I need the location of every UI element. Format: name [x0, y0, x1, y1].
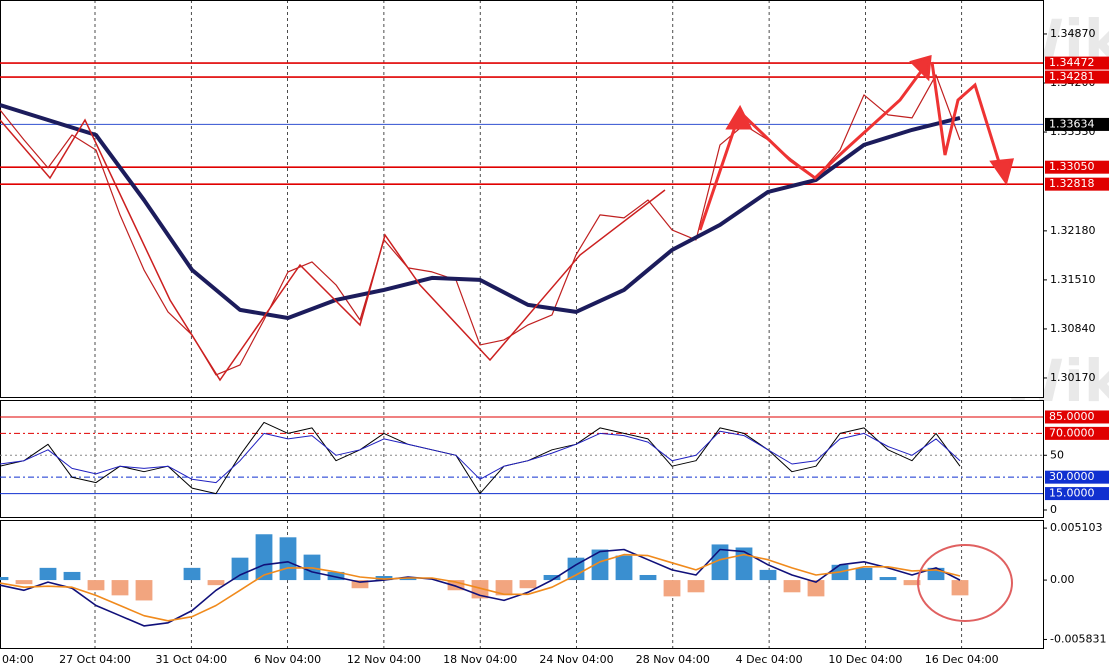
x-tick-label: 24 Nov 04:00 [539, 653, 613, 666]
y-tick-label: 50 [1050, 448, 1064, 461]
highlight-circle [917, 544, 1013, 622]
y-tick-label: 0 [1050, 503, 1057, 516]
panel: 1.348701.342001.335301.321801.315101.308… [0, 0, 1109, 398]
level-label: 70.0000 [1049, 426, 1095, 439]
histogram-bar [759, 569, 777, 581]
x-tick-label: 27 Oct 04:00 [59, 653, 131, 666]
plot-area [0, 0, 1044, 398]
histogram-bar [327, 571, 345, 581]
x-tick-label: 04:00 [2, 653, 34, 666]
level-label: 15.0000 [1049, 487, 1095, 500]
histogram-bar [39, 567, 57, 581]
histogram-bar [951, 580, 969, 596]
level-label-box [1045, 177, 1109, 191]
level-label: 30.0000 [1049, 470, 1095, 483]
level-label-box [1045, 70, 1109, 84]
histogram-bar [663, 580, 681, 597]
y-tick-label: 0.005103 [1050, 521, 1103, 534]
y-tick-label: 1.32180 [1050, 224, 1096, 237]
histogram-bar [351, 580, 369, 589]
histogram-bar [543, 574, 561, 581]
level-label-box [1045, 117, 1109, 131]
histogram-bar [447, 580, 465, 591]
histogram-bar [183, 567, 201, 581]
histogram-bar [231, 557, 249, 581]
histogram-bar [399, 578, 417, 581]
level-label-box [1045, 470, 1109, 484]
level-label-box [1045, 56, 1109, 70]
plot-area [0, 400, 1044, 518]
histogram-bar [63, 571, 81, 581]
histogram-bar [519, 580, 537, 589]
arrow-head [909, 54, 932, 82]
level-label: 1.34472 [1049, 56, 1095, 69]
series-line [0, 553, 961, 622]
level-label: 1.34281 [1049, 70, 1095, 83]
histogram-bar [87, 580, 105, 591]
histogram-bar [783, 580, 801, 593]
histogram-bar [255, 534, 273, 581]
level-label-box [1045, 410, 1109, 424]
histogram-bar [903, 580, 921, 586]
y-tick-label: 1.30170 [1050, 371, 1096, 384]
x-tick-label: 31 Oct 04:00 [155, 653, 227, 666]
level-label-box [1045, 487, 1109, 501]
series-line [0, 430, 961, 484]
histogram-bar [375, 576, 393, 581]
histogram-bar [687, 580, 705, 593]
level-label-box [1045, 160, 1109, 174]
zigzag [0, 118, 666, 382]
histogram-bar [591, 549, 609, 581]
x-tick-label: 12 Nov 04:00 [347, 653, 421, 666]
x-tick-label: 10 Dec 04:00 [828, 653, 902, 666]
histogram-bar [615, 555, 633, 581]
series-line [0, 548, 961, 627]
histogram-bar [207, 580, 225, 586]
y-tick-label: 0.00 [1050, 573, 1075, 586]
x-tick-label: 4 Dec 04:00 [736, 653, 803, 666]
histogram-bar [807, 580, 825, 597]
zigzag-arrow [930, 61, 1005, 176]
level-label: 85.0000 [1049, 410, 1095, 423]
histogram-bar [0, 577, 9, 581]
arrow-head [989, 158, 1015, 186]
histogram-bar [639, 574, 657, 581]
histogram-bar [279, 537, 297, 581]
y-tick-label: 1.31510 [1050, 273, 1096, 286]
histogram-bar [135, 580, 153, 601]
histogram-bar [111, 580, 129, 596]
series-line [0, 421, 961, 495]
histogram-bar [855, 567, 873, 581]
y-tick-label: 1.30840 [1050, 322, 1096, 335]
histogram-bar [15, 580, 33, 585]
level-label: 1.33634 [1049, 117, 1095, 130]
x-tick-label: 28 Nov 04:00 [636, 653, 710, 666]
y-tick-label: -0.005831 [1050, 632, 1106, 645]
panel: 50 0 85.0000 70.0000 30.0000 15.0000 [0, 400, 1109, 518]
arrow-head [725, 104, 753, 130]
y-tick-label: 1.34870 [1050, 27, 1096, 40]
level-label-box [1045, 426, 1109, 440]
x-tick-label: 6 Nov 04:00 [254, 653, 321, 666]
histogram-bar [495, 580, 513, 596]
level-label: 1.32818 [1049, 177, 1095, 190]
x-tick-label: 16 Dec 04:00 [925, 653, 999, 666]
level-label: 1.33050 [1049, 160, 1095, 173]
x-tick-label: 18 Nov 04:00 [443, 653, 517, 666]
histogram-bar [879, 577, 897, 581]
series-line [0, 103, 961, 320]
annotations [0, 54, 1015, 622]
panel: 0.005103 0.00 -0.005831 [0, 520, 1106, 649]
